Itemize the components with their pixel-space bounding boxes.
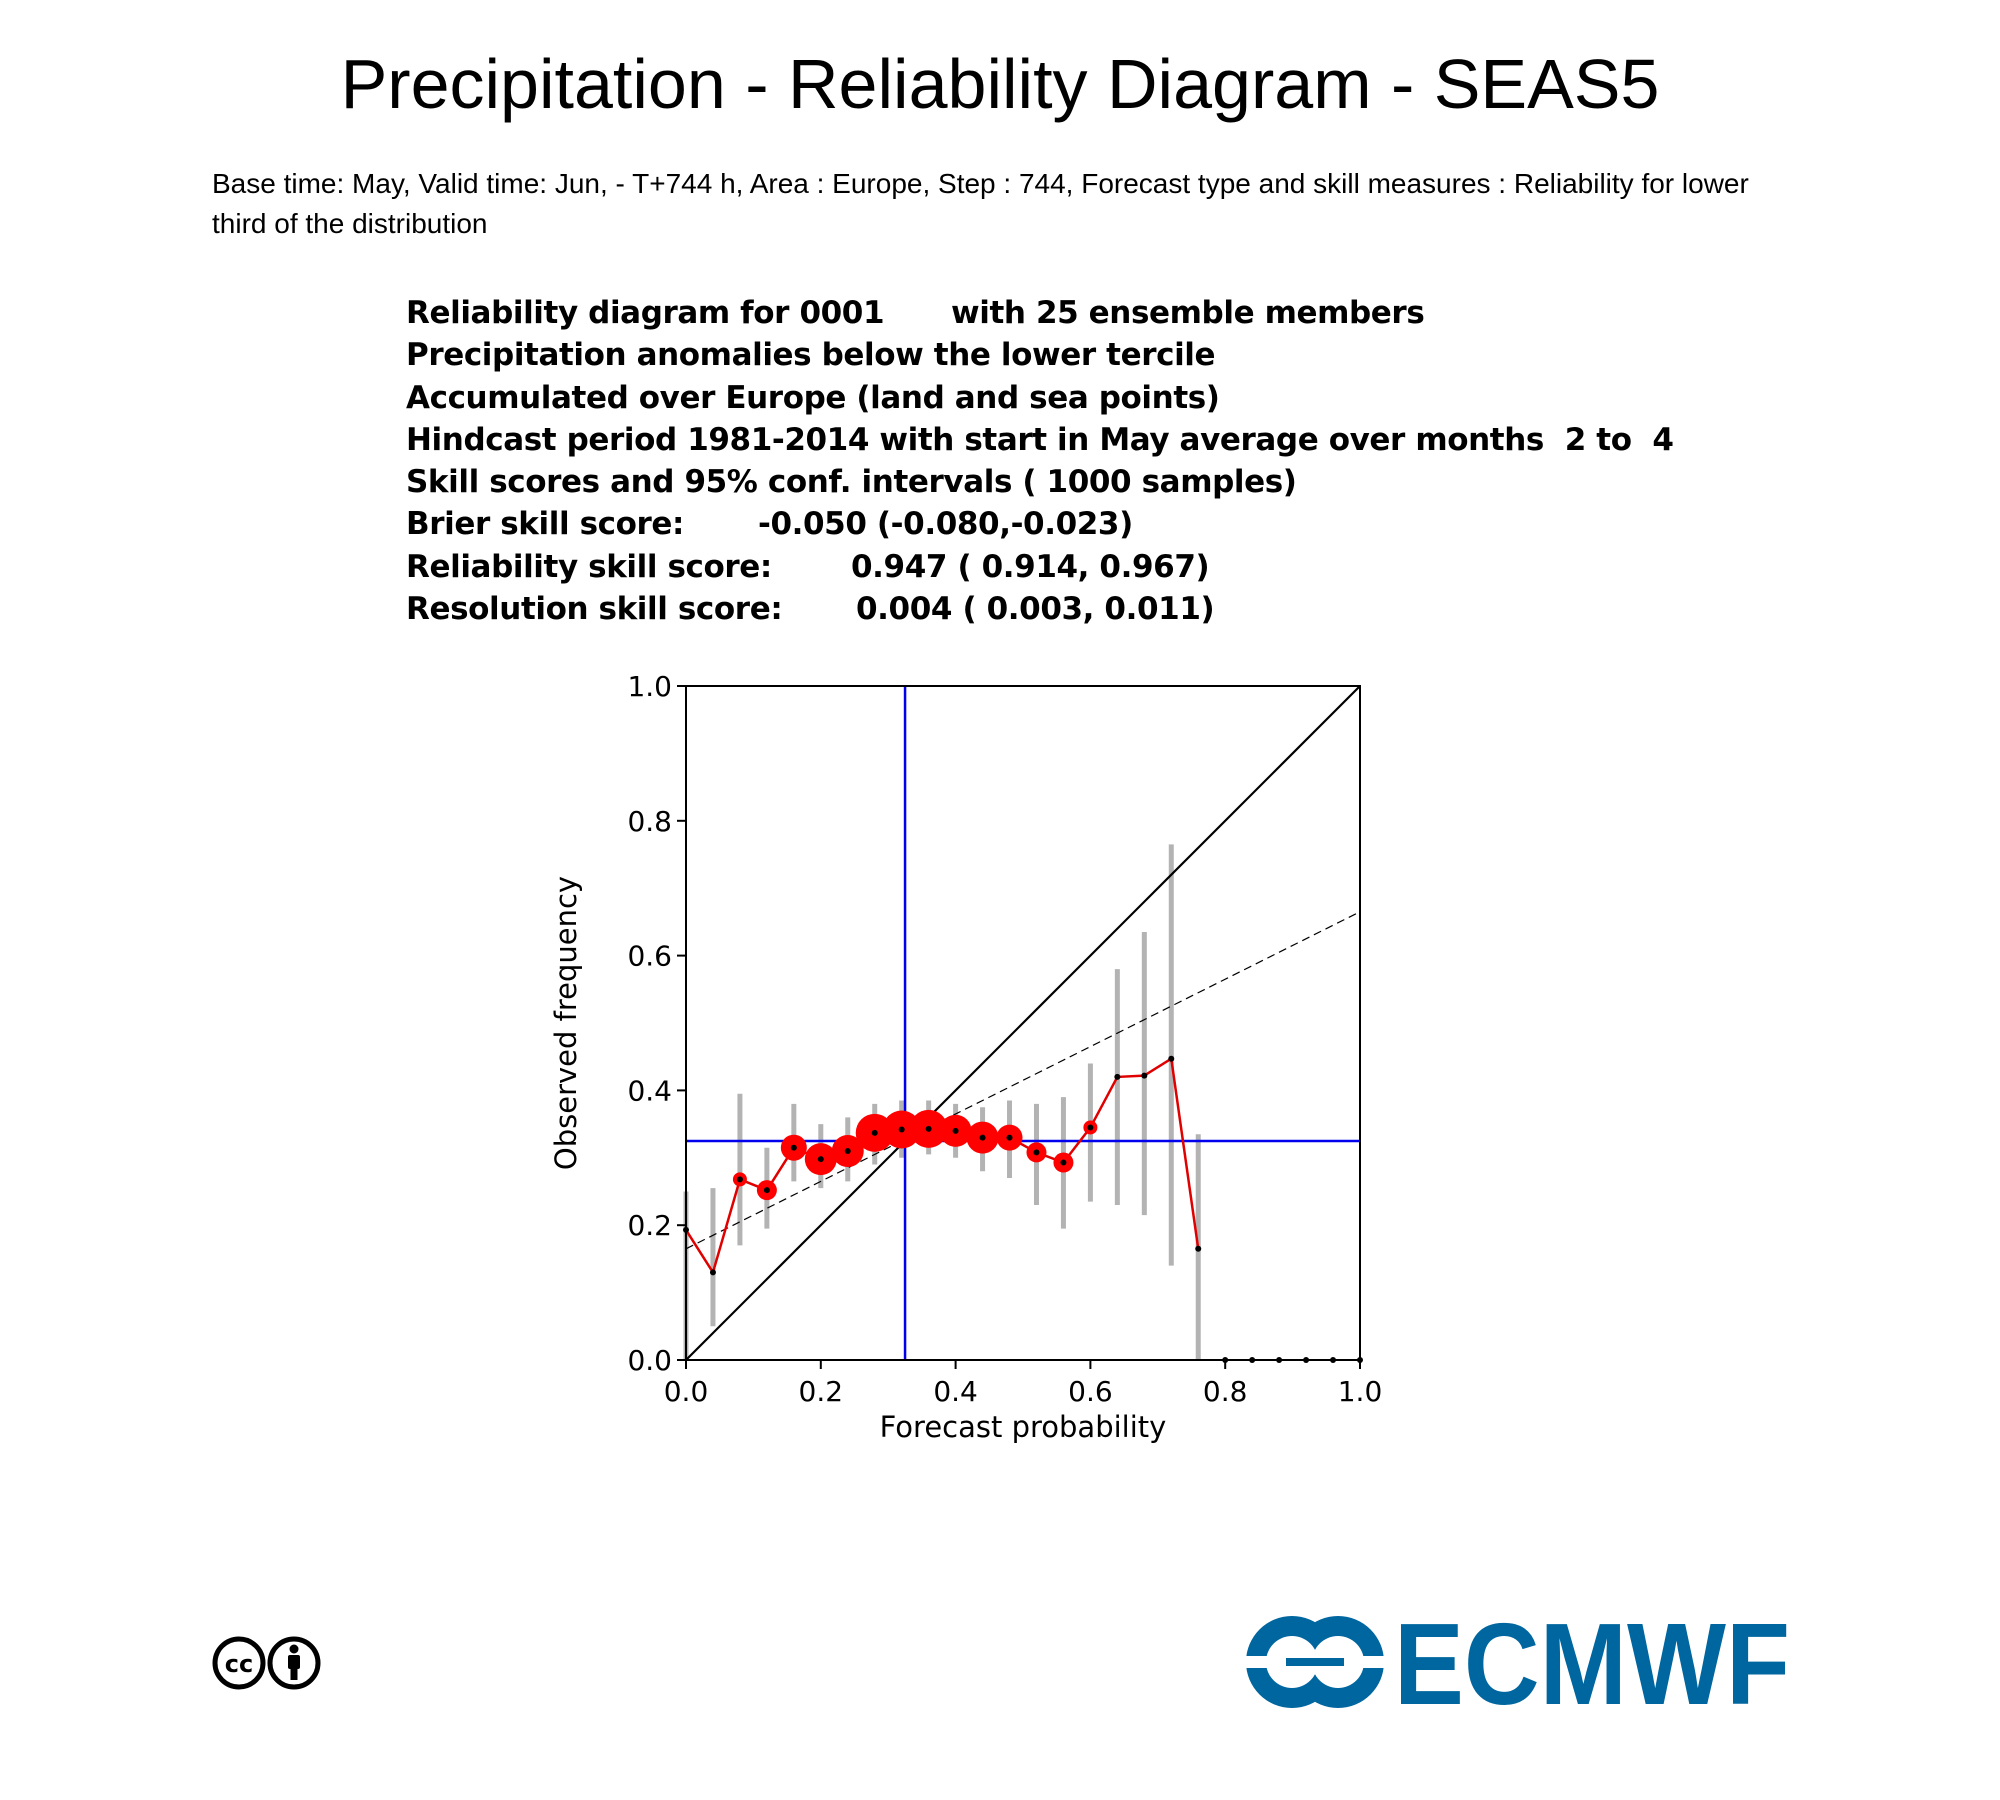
y-axis-label: Observed frequency <box>549 876 583 1170</box>
x-axis-label: Forecast probability <box>880 1410 1167 1444</box>
y-tick-label-0: 0.0 <box>627 1344 672 1377</box>
x-tick-label-5: 1.0 <box>1338 1375 1383 1408</box>
reliability-score-value: 0.947 ( 0.914, 0.967) <box>851 548 1210 585</box>
y-tick-label-3: 0.6 <box>627 940 672 973</box>
brier-score-value: -0.050 (-0.080,-0.023) <box>758 506 1133 543</box>
page-title: Precipitation - Reliability Diagram - SE… <box>340 45 1660 123</box>
info-line-1b: with 25 ensemble members <box>951 295 1425 331</box>
data-point-4 <box>790 1144 797 1151</box>
data-point-19 <box>1195 1245 1202 1252</box>
data-point-16 <box>1114 1073 1121 1080</box>
reference-lines <box>685 685 1361 1361</box>
y-tick-label-2: 0.4 <box>627 1074 672 1107</box>
data-point-18 <box>1168 1055 1175 1062</box>
data-point-13 <box>1033 1149 1040 1156</box>
info-line-2-text: Precipitation anomalies below the lower … <box>406 337 1216 374</box>
cc-by-icon: cc <box>212 1636 321 1690</box>
x-tick-label-2: 0.4 <box>933 1375 978 1408</box>
regression-line <box>685 911 1361 1250</box>
x-tick-label-0: 0.0 <box>664 1375 709 1408</box>
data-point-3 <box>763 1187 770 1194</box>
data-points <box>683 1055 1363 1363</box>
info-line-3-text: Accumulated over Europe (land and sea po… <box>406 379 1220 416</box>
data-point-2 <box>736 1176 743 1183</box>
data-point-10 <box>952 1127 959 1134</box>
data-point-15 <box>1087 1124 1094 1131</box>
info-line-5-text: Skill scores and 95% conf. intervals ( 1… <box>406 464 1297 501</box>
info-line-1a: Reliability diagram for 0001 <box>406 295 885 331</box>
axis-ticks: 0.0 0.2 0.4 0.6 0.8 1.0 0.0 0.2 0.4 0.6 0.8 1.0 <box>627 670 1382 1408</box>
info-line-4-text: Hindcast period 1981-2014 with start in … <box>406 421 1674 458</box>
y-tick-label-5: 1.0 <box>627 670 672 703</box>
ecmwf-logo-text: ECMWF <box>1394 1612 1790 1712</box>
resolution-score-value: 0.004 ( 0.003, 0.011) <box>856 591 1215 628</box>
perfect-reliability-diagonal <box>685 685 1361 1361</box>
x-tick-label-4: 0.8 <box>1203 1375 1248 1408</box>
plot-frame <box>685 685 1361 1361</box>
reliability-curve-group <box>684 1056 1200 1276</box>
data-point-12 <box>1006 1134 1013 1141</box>
reliability-curve <box>684 1056 1200 1276</box>
data-point-1 <box>709 1269 716 1276</box>
data-point-5 <box>817 1156 824 1163</box>
y-tick-label-1: 0.2 <box>627 1209 672 1242</box>
page-subtitle: Base time: May, Valid time: Jun, - T+744… <box>212 168 1749 239</box>
x-tick-label-1: 0.2 <box>799 1375 844 1408</box>
data-point-9 <box>925 1125 932 1132</box>
svg-text:cc: cc <box>225 1650 253 1678</box>
data-point-14 <box>1060 1159 1067 1166</box>
y-tick-label-4: 0.8 <box>627 805 672 838</box>
data-point-6 <box>844 1148 851 1155</box>
brier-score-label: Brier skill score: <box>406 506 685 543</box>
data-point-11 <box>979 1134 986 1141</box>
data-point-7 <box>871 1129 878 1136</box>
x-tick-label-3: 0.6 <box>1068 1375 1113 1408</box>
ecmwf-logo: ECMWF <box>1246 1612 1790 1712</box>
data-point-8 <box>898 1126 905 1133</box>
reliability-score-label: Reliability skill score: <box>406 548 772 585</box>
data-point-17 <box>1141 1072 1148 1079</box>
resolution-score-label: Resolution skill score: <box>406 591 783 628</box>
